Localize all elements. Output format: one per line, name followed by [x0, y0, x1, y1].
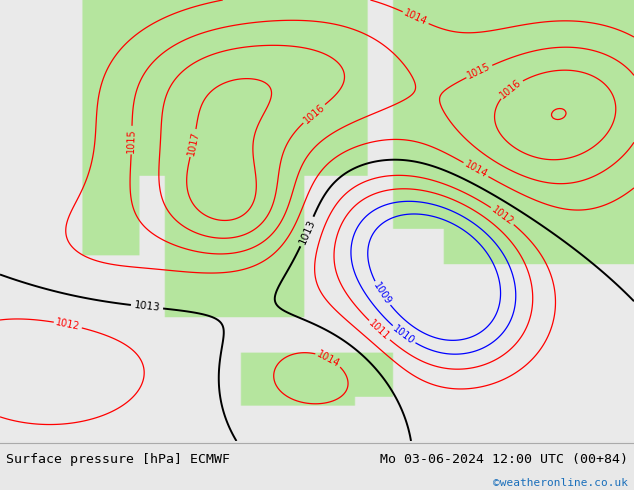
Text: 1017: 1017 [186, 130, 201, 156]
Text: 1015: 1015 [466, 61, 493, 81]
Text: 1016: 1016 [301, 102, 327, 125]
Text: 1015: 1015 [126, 128, 137, 152]
Text: Mo 03-06-2024 12:00 UTC (00+84): Mo 03-06-2024 12:00 UTC (00+84) [380, 453, 628, 466]
Text: 1011: 1011 [367, 318, 392, 343]
Text: 1013: 1013 [133, 300, 160, 313]
Text: 1014: 1014 [463, 159, 489, 180]
Text: 1010: 1010 [391, 323, 417, 346]
Text: 1016: 1016 [498, 77, 524, 100]
Text: ©weatheronline.co.uk: ©weatheronline.co.uk [493, 478, 628, 488]
Text: 1012: 1012 [55, 318, 81, 332]
Text: 1014: 1014 [403, 8, 429, 27]
Text: 1012: 1012 [489, 204, 515, 227]
Text: 1014: 1014 [316, 348, 342, 369]
Text: Surface pressure [hPa] ECMWF: Surface pressure [hPa] ECMWF [6, 453, 230, 466]
Text: 1009: 1009 [371, 280, 393, 307]
Text: 1013: 1013 [297, 218, 317, 245]
